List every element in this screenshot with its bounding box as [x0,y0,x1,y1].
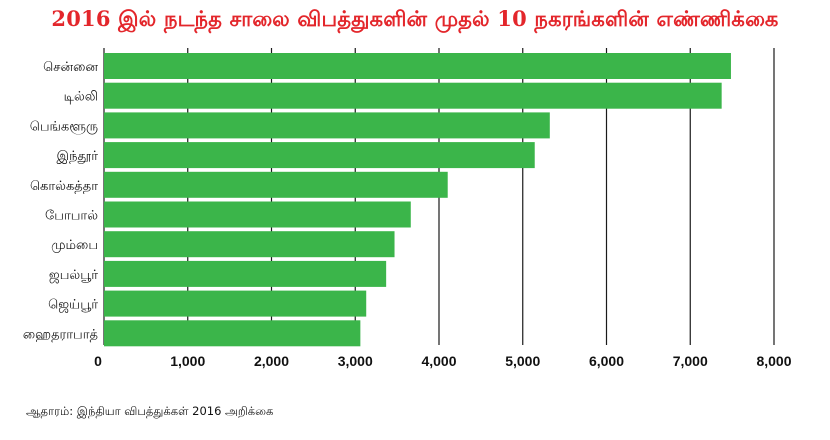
x-tick-label-6000: 6,000 [589,353,624,369]
x-tick-label-8000: 8,000 [756,353,791,369]
category-label-2: டில்லி [64,90,98,105]
bar-4 [104,142,535,169]
bar-1 [104,53,731,79]
x-tick-label-3000: 3,000 [338,353,373,369]
chart-title: 2016 இல் நடந்த சாலை விபத்துகளின் முதல் 1… [51,6,779,31]
category-label-3: பெங்களூரு [30,119,98,134]
category-label-4: இந்தூர் [57,149,99,164]
bar-10 [104,320,361,347]
category-label-6: போபால் [45,209,98,224]
x-tick-label-0: 0 [94,353,102,369]
category-label-5: கொல்கத்தா [30,179,98,194]
x-tick-label-2000: 2,000 [254,353,289,369]
category-label-9: ஜெய்பூர் [48,298,98,313]
bar-5 [104,171,448,198]
x-tick-label-1000: 1,000 [170,353,205,369]
bar-7 [104,231,395,258]
category-label-7: மும்பை [51,238,98,253]
bar-2 [104,82,722,109]
category-label-8: ஜபல்பூர் [49,268,98,283]
bar-8 [104,260,387,287]
x-tick-label-5000: 5,000 [505,353,540,369]
bar-3 [104,112,550,139]
x-tick-label-7000: 7,000 [673,353,708,369]
category-label-10: ஹைதராபாத் [23,327,98,342]
category-label-1: சென்னை [43,60,98,75]
bar-9 [104,290,367,317]
source-note: ஆதாரம்: இந்தியா விபத்துக்கள் 2016 அறிக்க… [26,404,274,418]
bar-6 [104,201,411,228]
x-tick-label-4000: 4,000 [421,353,456,369]
